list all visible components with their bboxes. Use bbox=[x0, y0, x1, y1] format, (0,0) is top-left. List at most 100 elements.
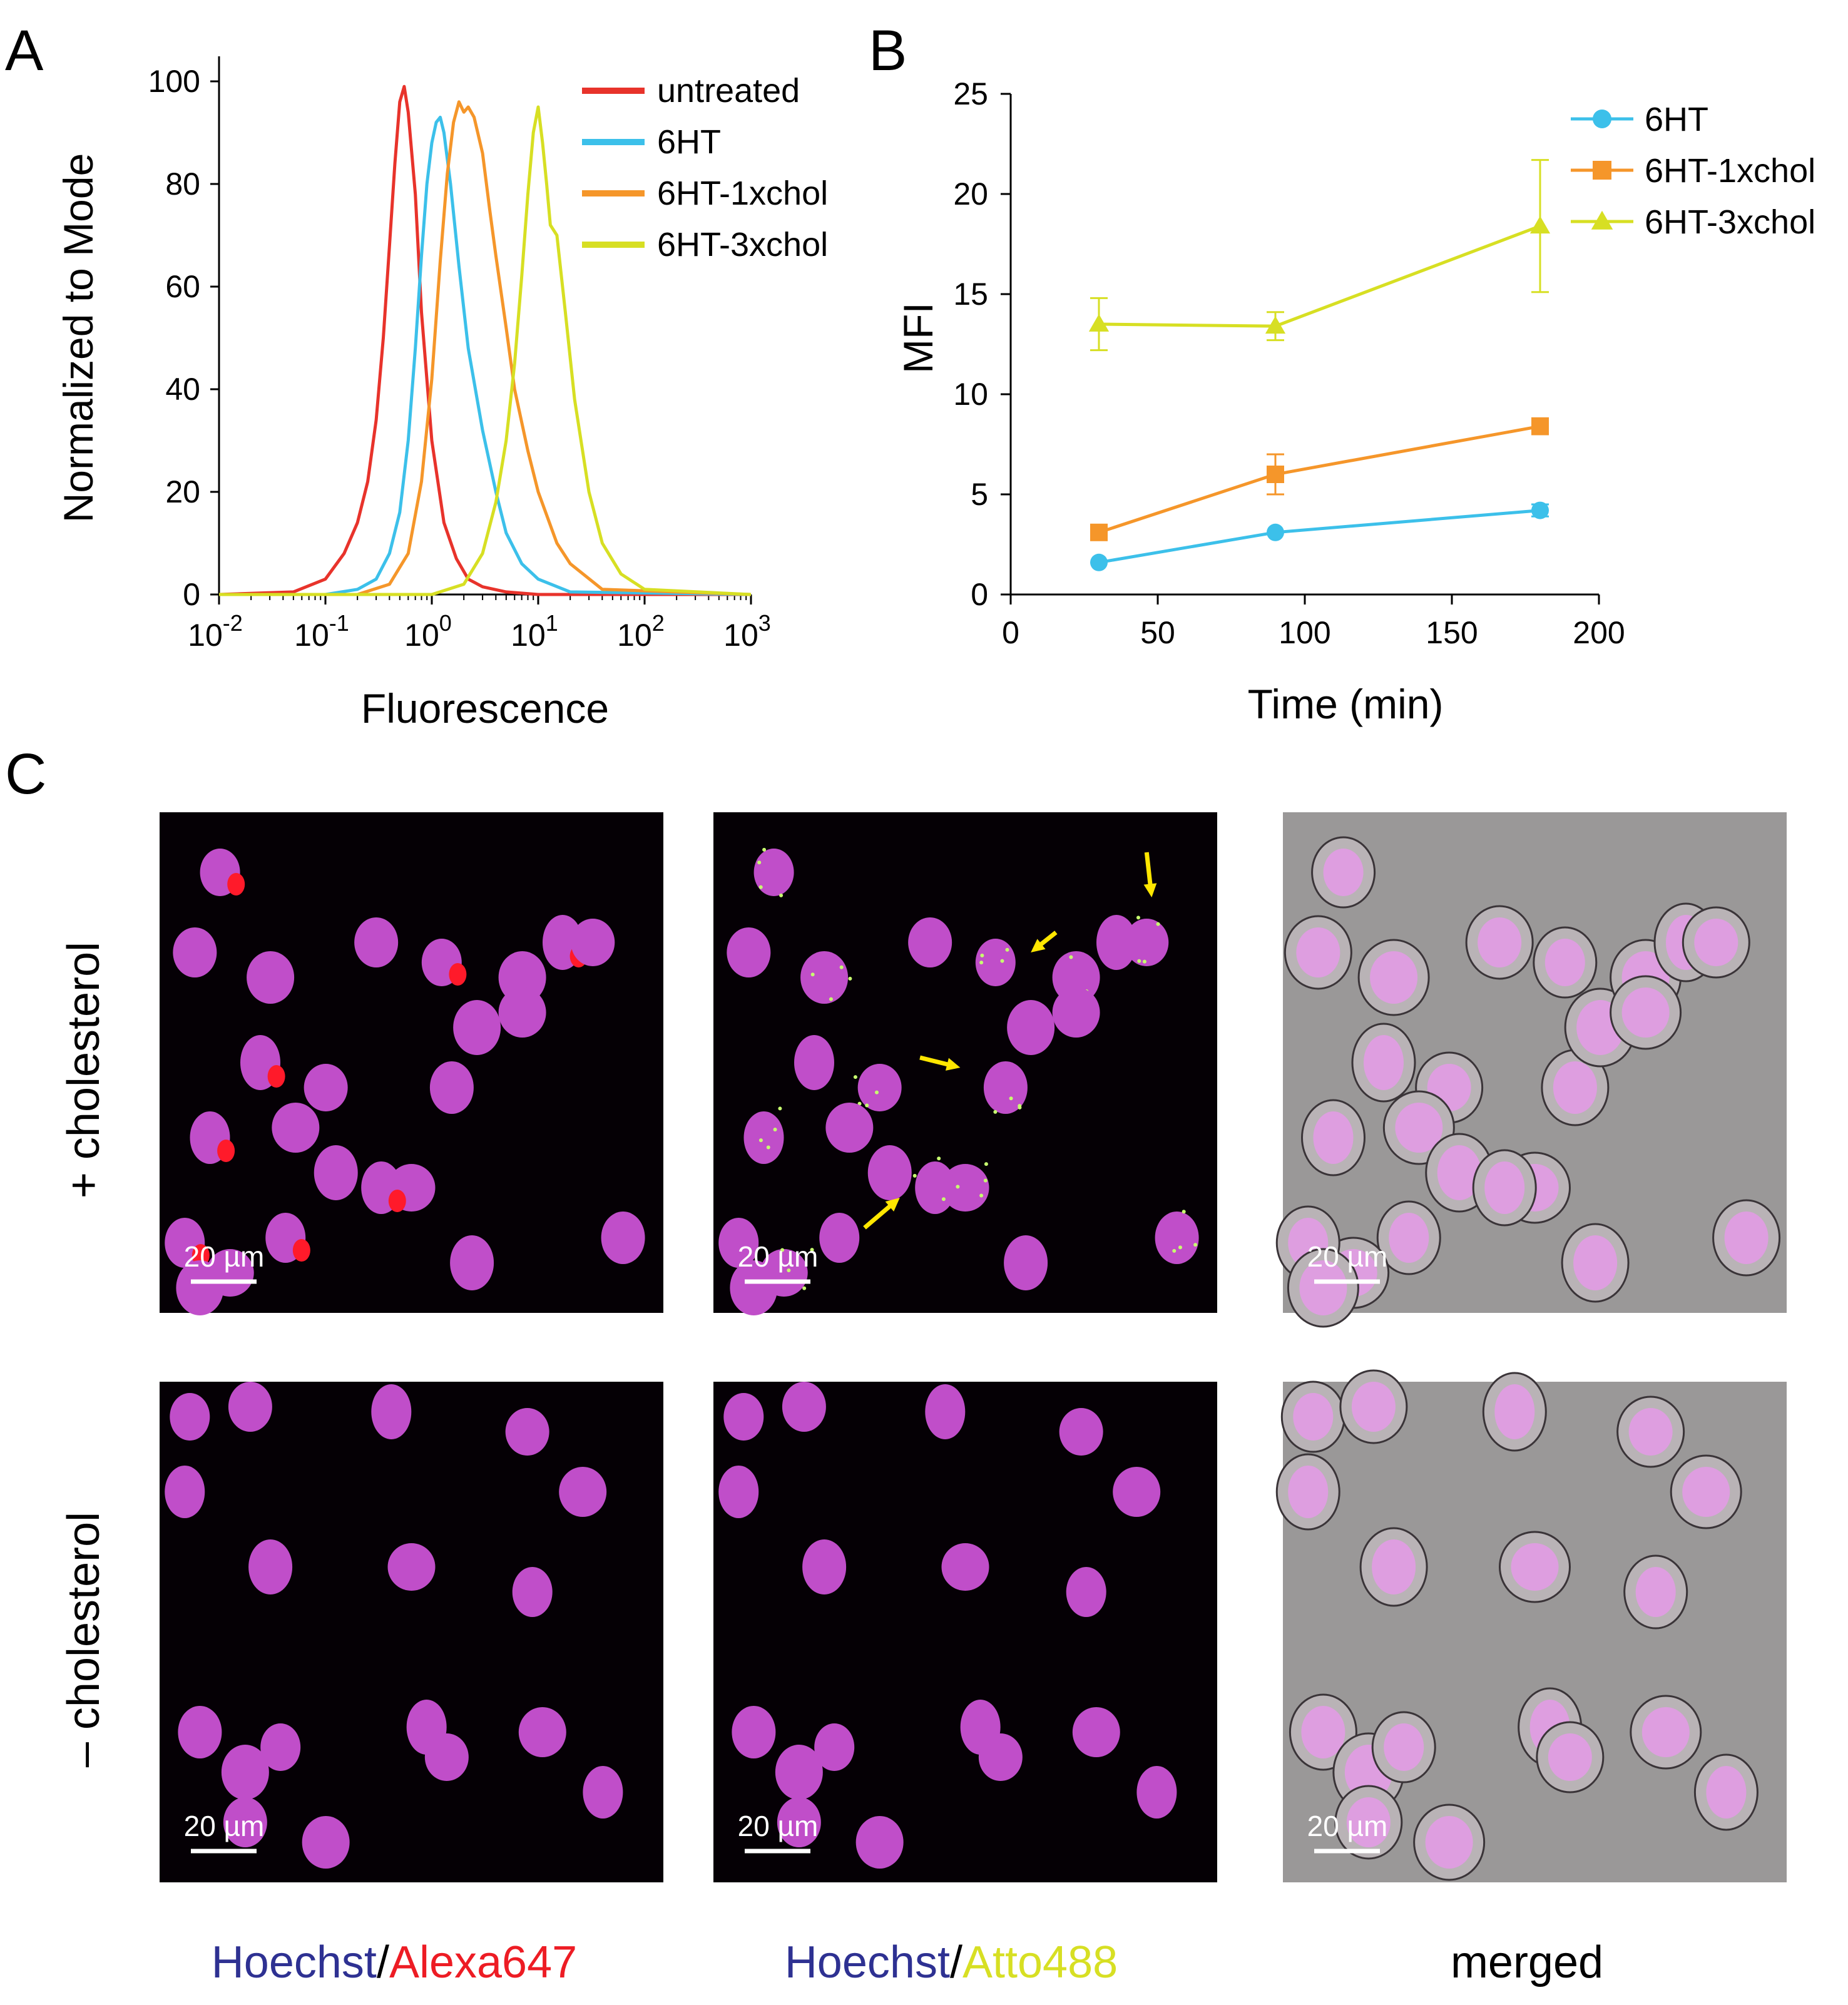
micrograph-minus-cholesterol-atto488: 20 µm bbox=[713, 1382, 1217, 1882]
x-tick-label: 103 bbox=[723, 610, 771, 653]
atto-signal bbox=[779, 893, 784, 897]
atto-signal bbox=[980, 953, 984, 957]
atto-signal bbox=[941, 1197, 946, 1201]
nucleus bbox=[1478, 917, 1522, 967]
x-tick-label: 100 bbox=[1279, 615, 1330, 650]
arrow-head bbox=[1031, 939, 1046, 952]
nucleus bbox=[1573, 1235, 1618, 1290]
nucleus bbox=[1395, 1103, 1443, 1153]
nucleus bbox=[314, 1145, 358, 1200]
legend-marker-6HT-3xchol bbox=[1591, 210, 1613, 230]
nucleus bbox=[1706, 1766, 1747, 1819]
tick-base: 10 bbox=[617, 618, 652, 653]
x-tick-label: 10-2 bbox=[188, 610, 243, 653]
nucleus bbox=[743, 1111, 784, 1164]
nucleus bbox=[1301, 1706, 1345, 1758]
atto-signal bbox=[1193, 1243, 1198, 1247]
nucleus bbox=[775, 1745, 823, 1800]
scale-bar-label: 20 µm bbox=[1307, 1810, 1388, 1842]
nucleus bbox=[908, 917, 952, 967]
atto-signal bbox=[853, 1075, 857, 1079]
micrograph-plus-cholesterol-alexa647: 20 µm bbox=[160, 812, 663, 1315]
nucleus bbox=[1125, 919, 1169, 966]
data-point-6HT-3xchol bbox=[1529, 216, 1551, 234]
arrow-shaft bbox=[1144, 852, 1153, 887]
nucleus bbox=[777, 1797, 821, 1847]
atto-signal bbox=[810, 1248, 814, 1252]
atto-signal bbox=[979, 961, 984, 965]
nucleus bbox=[165, 1466, 205, 1518]
nucleus bbox=[1544, 939, 1585, 986]
x-tick-label: 10-1 bbox=[294, 610, 349, 653]
nucleus bbox=[1370, 951, 1418, 1004]
nucleus bbox=[248, 1539, 293, 1594]
nucleus bbox=[429, 1061, 474, 1114]
arrow-shaft bbox=[1038, 931, 1058, 947]
tick-base: 10 bbox=[294, 618, 329, 653]
data-point-6HT-1xchol bbox=[1531, 417, 1549, 436]
nucleus bbox=[753, 849, 794, 896]
column-label-merged: merged bbox=[1451, 1937, 1603, 1987]
nucleus bbox=[371, 1384, 412, 1439]
arrow-shaft bbox=[863, 1203, 893, 1230]
curve-6HT-3xchol bbox=[219, 105, 752, 596]
micrograph-minus-cholesterol-alexa647: 20 µm bbox=[160, 1382, 663, 1882]
nucleus bbox=[802, 1539, 847, 1594]
legend-label-6HT: 6HT bbox=[1645, 101, 1708, 138]
atto-signal bbox=[912, 1173, 917, 1178]
x-tick-label: 0 bbox=[1002, 615, 1019, 650]
y-tick-label: 40 bbox=[165, 372, 200, 407]
data-point-6HT bbox=[1531, 501, 1549, 519]
atto-signal bbox=[1069, 955, 1073, 959]
nucleus bbox=[1484, 1161, 1525, 1214]
atto-signal bbox=[1009, 1096, 1013, 1101]
scale-bar-label: 20 µm bbox=[738, 1240, 819, 1273]
arrow-head bbox=[945, 1058, 961, 1071]
nucleus bbox=[1136, 1766, 1177, 1819]
nucleus bbox=[941, 1164, 989, 1212]
x-tick-label: 50 bbox=[1140, 615, 1175, 650]
legend-label-6HT-3xchol: 6HT-3xchol bbox=[657, 226, 828, 263]
nucleus bbox=[1052, 987, 1100, 1038]
nucleus bbox=[1511, 1543, 1559, 1591]
scale-bar-label: 20 µm bbox=[1307, 1240, 1388, 1273]
atto-signal bbox=[984, 1162, 988, 1166]
legend-label-6HT: 6HT bbox=[657, 123, 721, 161]
nucleus bbox=[1351, 1382, 1396, 1432]
x-axis-title: Time (min) bbox=[1248, 681, 1444, 727]
atto-signal bbox=[758, 885, 763, 889]
y-tick-label: 10 bbox=[953, 377, 988, 412]
scale-bar-label: 20 µm bbox=[184, 1810, 265, 1842]
nucleus bbox=[723, 1393, 764, 1441]
nucleus bbox=[354, 917, 399, 967]
tick-base: 10 bbox=[404, 618, 439, 653]
x-tick-label: 101 bbox=[511, 610, 558, 653]
nucleus bbox=[915, 1161, 956, 1214]
micrograph-minus-cholesterol-merged: 20 µm bbox=[1275, 1369, 1787, 1882]
slash: / bbox=[950, 1937, 962, 1987]
atto-signal bbox=[766, 1145, 770, 1150]
nucleus bbox=[583, 1766, 623, 1819]
scale-bar-label: 20 µm bbox=[738, 1810, 819, 1842]
nucleus bbox=[498, 987, 546, 1038]
tick-base: 10 bbox=[188, 618, 223, 653]
atto-signal bbox=[778, 1106, 782, 1111]
atto-signal bbox=[1178, 1245, 1182, 1250]
nucleus bbox=[1004, 1235, 1048, 1290]
nucleus bbox=[867, 1145, 912, 1200]
legend-marker-6HT-1xchol bbox=[1593, 161, 1611, 180]
tick-exponent: 1 bbox=[546, 610, 558, 636]
hoechst-label: Hoechst bbox=[785, 1937, 950, 1987]
atto-signal bbox=[787, 1268, 791, 1273]
y-tick-label: 20 bbox=[953, 176, 988, 212]
atto-signal bbox=[810, 972, 815, 977]
atto-signal bbox=[802, 1286, 807, 1290]
micrograph-plus-cholesterol-merged: 20 µm bbox=[1275, 812, 1787, 1328]
atto-signal bbox=[1000, 959, 1004, 963]
nucleus bbox=[1155, 1212, 1199, 1264]
nucleus bbox=[1066, 1567, 1106, 1617]
atto-signal bbox=[780, 1248, 785, 1252]
y-axis-title: Normalized to Mode bbox=[55, 153, 101, 523]
nucleus bbox=[1384, 1723, 1424, 1771]
